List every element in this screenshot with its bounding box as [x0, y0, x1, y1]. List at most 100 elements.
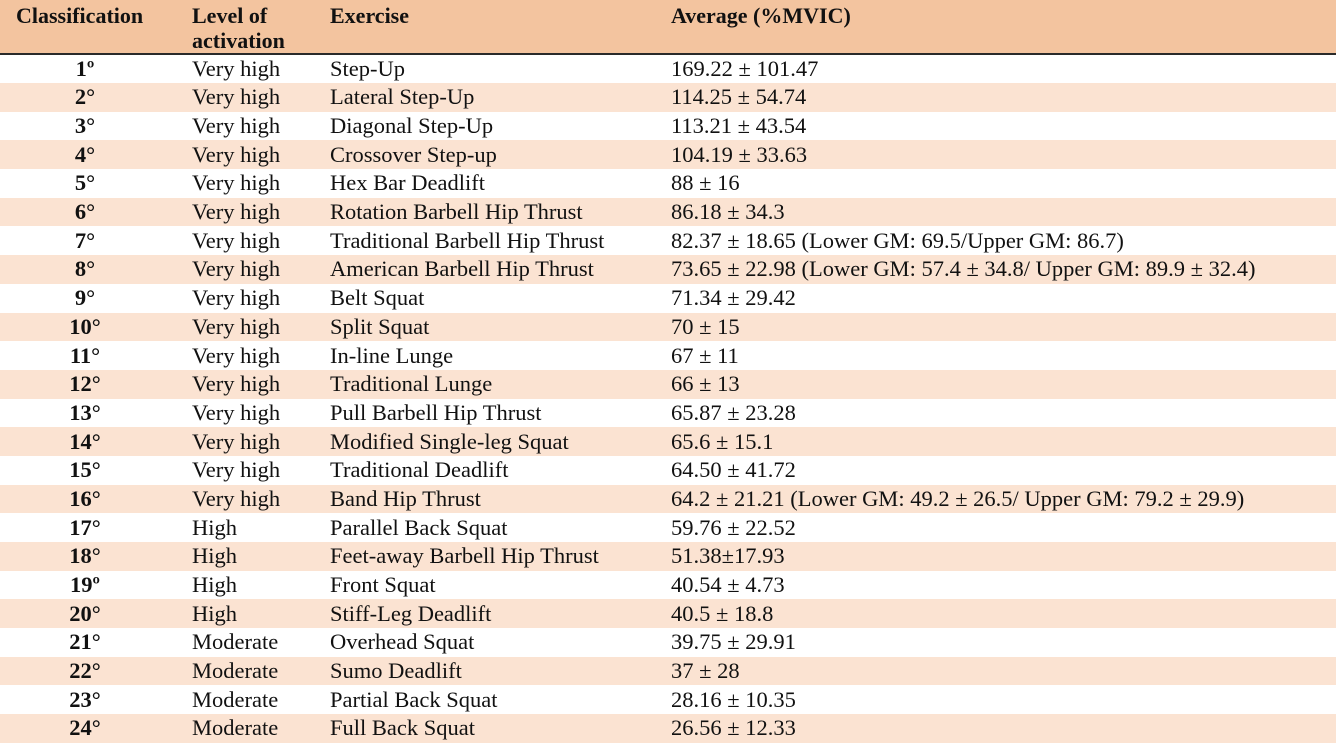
- table-row: 20° High Stiff-Leg Deadlift 40.5 ± 18.8: [0, 599, 1336, 629]
- exercise-cell: Hex Bar Deadlift: [318, 169, 659, 198]
- average-cell: 40.54 ± 4.73: [659, 570, 1336, 600]
- header-level-of-activation: Level of activation: [180, 0, 318, 55]
- header-average-mvic: Average (%MVIC): [659, 0, 1336, 55]
- table-row: 8° Very high American Barbell Hip Thrust 73…: [0, 255, 1336, 284]
- level-cell: Moderate: [180, 656, 318, 686]
- classification-cell: 21°: [0, 628, 180, 657]
- exercise-cell: Partial Back Squat: [318, 685, 659, 715]
- average-cell: 114.25 ± 54.74: [659, 83, 1336, 112]
- exercise-cell: Lateral Step-Up: [318, 83, 659, 112]
- level-cell: Moderate: [180, 628, 318, 657]
- classification-cell: 24°: [0, 714, 180, 743]
- table-row: 11° Very high In-line Lunge 67 ± 11: [0, 341, 1336, 370]
- classification-cell: 20°: [0, 599, 180, 629]
- header-classification: Classification: [0, 0, 180, 55]
- exercise-cell: Crossover Step-up: [318, 140, 659, 170]
- level-cell: Moderate: [180, 714, 318, 743]
- level-cell: Very high: [180, 54, 318, 83]
- average-cell: 59.76 ± 22.52: [659, 513, 1336, 542]
- exercise-cell: Sumo Deadlift: [318, 656, 659, 686]
- exercise-cell: Split Squat: [318, 312, 659, 342]
- classification-cell: 23°: [0, 685, 180, 715]
- classification-cell: 1º: [0, 54, 180, 83]
- exercise-cell: Full Back Squat: [318, 714, 659, 743]
- header-exercise: Exercise: [318, 0, 659, 55]
- average-cell: 67 ± 11: [659, 341, 1336, 370]
- classification-cell: 6°: [0, 197, 180, 227]
- level-cell: Very high: [180, 255, 318, 284]
- level-cell: Very high: [180, 341, 318, 370]
- level-cell: Very high: [180, 369, 318, 399]
- average-cell: 39.75 ± 29.91: [659, 628, 1336, 657]
- exercise-cell: Modified Single-leg Squat: [318, 427, 659, 456]
- exercise-cell: Pull Barbell Hip Thrust: [318, 398, 659, 428]
- exercise-cell: Step-Up: [318, 54, 659, 83]
- average-cell: 86.18 ± 34.3: [659, 197, 1336, 227]
- exercise-cell: Diagonal Step-Up: [318, 111, 659, 141]
- classification-cell: 8°: [0, 255, 180, 284]
- table-row: 15° Very high Traditional Deadlift 64.50 ± …: [0, 455, 1336, 485]
- average-cell: 65.87 ± 23.28: [659, 398, 1336, 428]
- average-cell: 64.50 ± 41.72: [659, 455, 1336, 485]
- classification-cell: 13°: [0, 398, 180, 428]
- level-cell: Very high: [180, 83, 318, 112]
- table-row: 9° Very high Belt Squat 71.34 ± 29.42: [0, 283, 1336, 313]
- average-cell: 51.38±17.93: [659, 542, 1336, 571]
- average-cell: 169.22 ± 101.47: [659, 54, 1336, 83]
- level-cell: Very high: [180, 140, 318, 170]
- classification-cell: 5°: [0, 169, 180, 198]
- level-cell: High: [180, 599, 318, 629]
- classification-cell: 2°: [0, 83, 180, 112]
- table-row: 12° Very high Traditional Lunge 66 ± 13: [0, 369, 1336, 399]
- classification-cell: 16°: [0, 484, 180, 514]
- classification-cell: 7°: [0, 226, 180, 256]
- exercise-cell: Traditional Lunge: [318, 369, 659, 399]
- table-row: 24° Moderate Full Back Squat 26.56 ± 12.33: [0, 714, 1336, 743]
- level-cell: Moderate: [180, 685, 318, 715]
- exercise-cell: Overhead Squat: [318, 628, 659, 657]
- header-row: Classification Level of activation Exerc…: [0, 0, 1336, 55]
- exercise-cell: Front Squat: [318, 570, 659, 600]
- exercise-cell: Traditional Barbell Hip Thrust: [318, 226, 659, 256]
- exercise-cell: In-line Lunge: [318, 341, 659, 370]
- level-cell: Very high: [180, 197, 318, 227]
- table-row: 23° Moderate Partial Back Squat 28.16 ± 10.…: [0, 685, 1336, 715]
- level-cell: High: [180, 542, 318, 571]
- level-cell: Very high: [180, 484, 318, 514]
- level-cell: Very high: [180, 455, 318, 485]
- classification-cell: 15°: [0, 455, 180, 485]
- exercise-cell: Feet-away Barbell Hip Thrust: [318, 542, 659, 571]
- average-cell: 113.21 ± 43.54: [659, 111, 1336, 141]
- exercise-cell: Belt Squat: [318, 283, 659, 313]
- table-row: 10° Very high Split Squat 70 ± 15: [0, 312, 1336, 342]
- classification-cell: 17°: [0, 513, 180, 542]
- table-row: 22° Moderate Sumo Deadlift 37 ± 28: [0, 656, 1336, 686]
- exercise-cell: Stiff-Leg Deadlift: [318, 599, 659, 629]
- table-row: 14° Very high Modified Single-leg Squat 65.…: [0, 427, 1336, 456]
- table-row: 13° Very high Pull Barbell Hip Thrust 65.87…: [0, 398, 1336, 428]
- table-row: 6° Very high Rotation Barbell Hip Thrust 86…: [0, 197, 1336, 227]
- average-cell: 40.5 ± 18.8: [659, 599, 1336, 629]
- average-cell: 66 ± 13: [659, 369, 1336, 399]
- level-cell: Very high: [180, 398, 318, 428]
- table-row: 2° Very high Lateral Step-Up 114.25 ± 54.74: [0, 83, 1336, 112]
- classification-cell: 14°: [0, 427, 180, 456]
- average-cell: 88 ± 16: [659, 169, 1336, 198]
- average-cell: 64.2 ± 21.21 (Lower GM: 49.2 ± 26.5/ Upp…: [659, 484, 1336, 514]
- average-cell: 104.19 ± 33.63: [659, 140, 1336, 170]
- average-cell: 37 ± 28: [659, 656, 1336, 686]
- table-header: Classification Level of activation Exerc…: [0, 0, 1336, 55]
- classification-cell: 22°: [0, 656, 180, 686]
- table-row: 16° Very high Band Hip Thrust 64.2 ± 21.21 …: [0, 484, 1336, 514]
- average-cell: 70 ± 15: [659, 312, 1336, 342]
- classification-cell: 10°: [0, 312, 180, 342]
- exercise-cell: Parallel Back Squat: [318, 513, 659, 542]
- classification-cell: 4°: [0, 140, 180, 170]
- average-cell: 28.16 ± 10.35: [659, 685, 1336, 715]
- average-cell: 65.6 ± 15.1: [659, 427, 1336, 456]
- exercise-cell: American Barbell Hip Thrust: [318, 255, 659, 284]
- level-cell: High: [180, 570, 318, 600]
- exercise-cell: Traditional Deadlift: [318, 455, 659, 485]
- table-row: 4° Very high Crossover Step-up 104.19 ± 33.…: [0, 140, 1336, 170]
